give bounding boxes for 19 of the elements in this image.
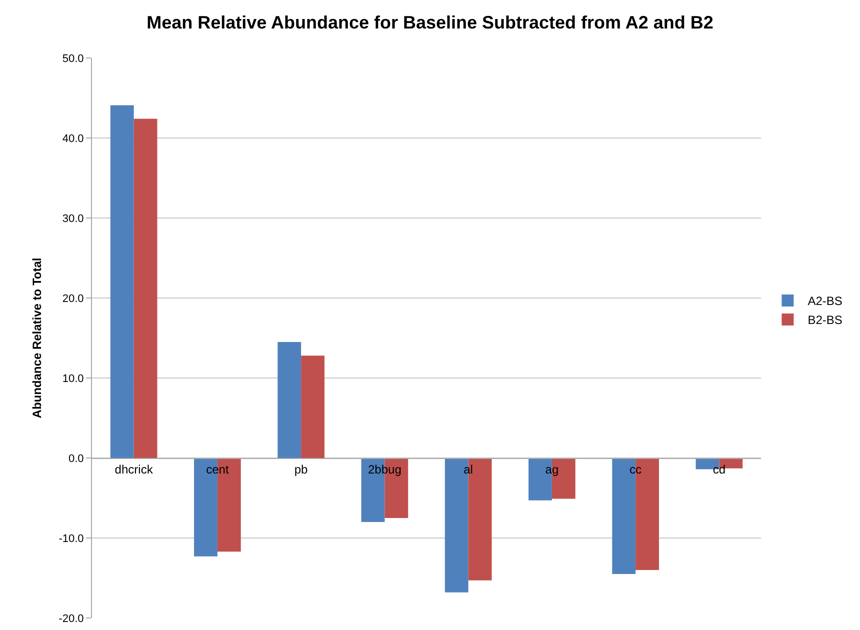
x-tick-label: al [464, 462, 473, 476]
legend-label: B2-BS [808, 313, 842, 328]
y-tick-label: 30.0 [62, 212, 84, 225]
y-tick-label: -10.0 [58, 532, 84, 545]
bar [134, 118, 158, 458]
bar [278, 342, 302, 458]
chart-title: Mean Relative Abundance for Baseline Subtracted from A2 and B2 [146, 12, 714, 32]
y-tick-label: 50.0 [62, 52, 84, 65]
bar [110, 105, 134, 458]
y-tick-label: 20.0 [62, 292, 84, 305]
y-tick-label: 0.0 [68, 452, 84, 465]
y-axis-title: Abundance Relative to Total [30, 258, 44, 418]
x-tick-label: dhcrick [114, 462, 154, 476]
y-tick-label: 40.0 [62, 132, 84, 145]
y-tick-label: 10.0 [62, 372, 84, 385]
x-tick-label: pb [294, 462, 308, 476]
legend-label: A2-BS [808, 294, 842, 308]
y-tick-label: -20.0 [58, 612, 84, 625]
bar [301, 356, 324, 458]
